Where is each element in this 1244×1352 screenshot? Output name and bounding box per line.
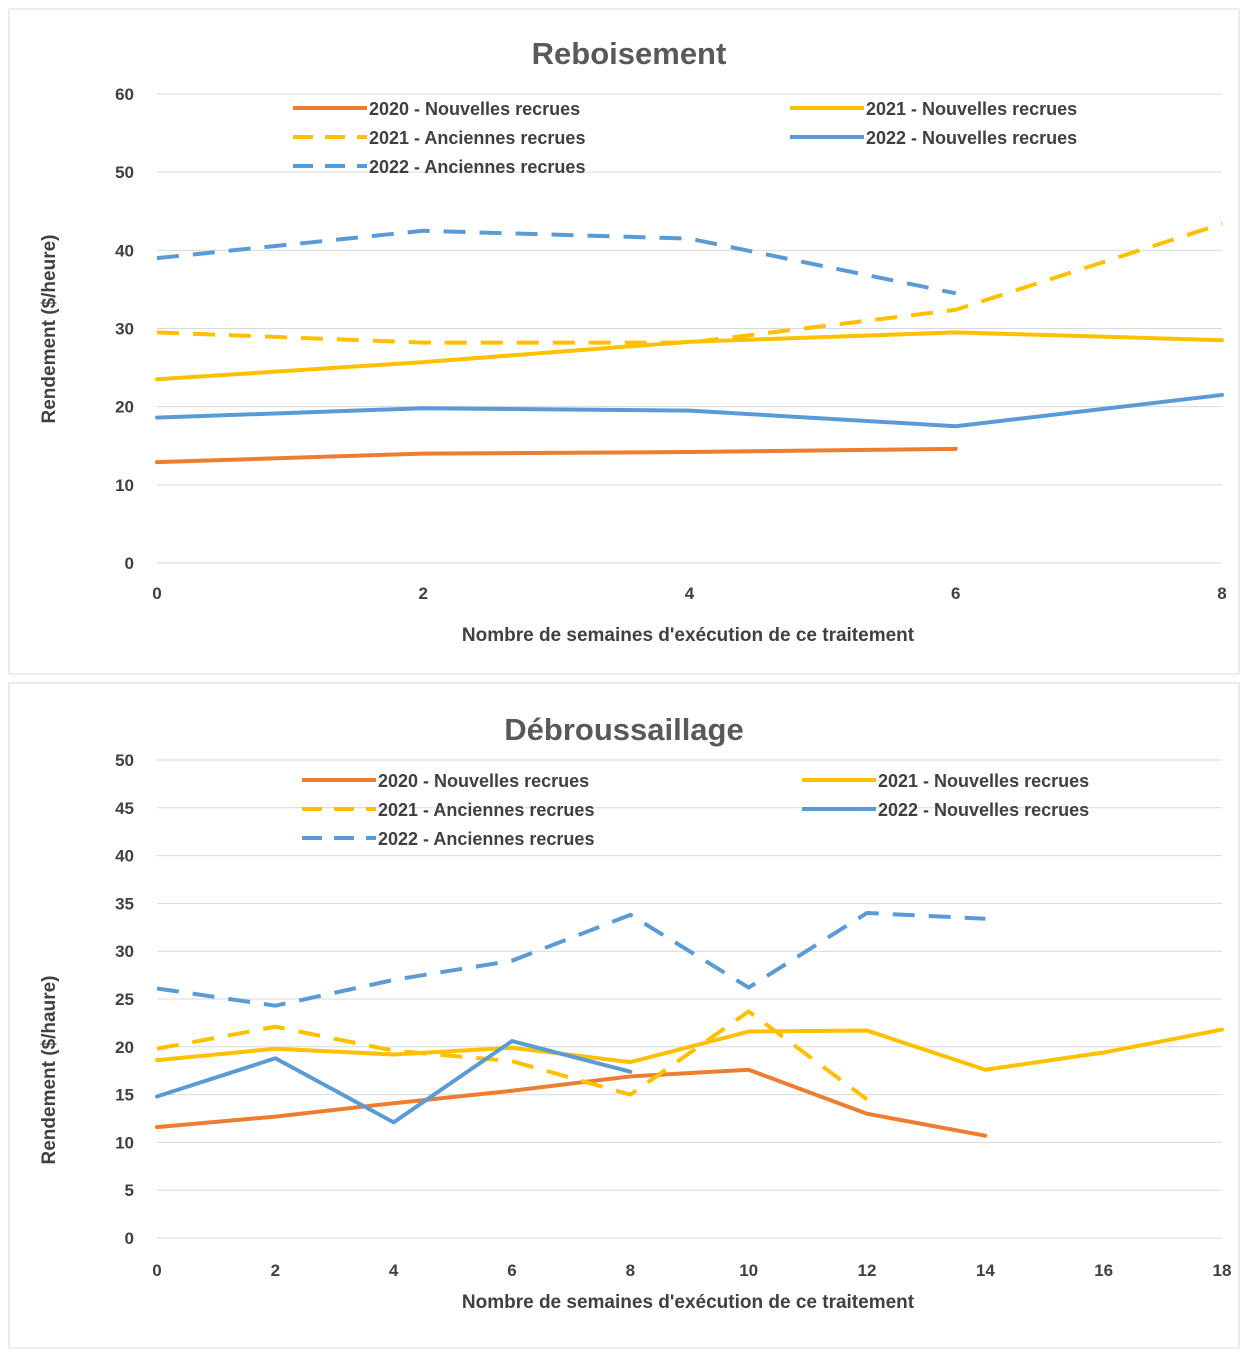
y-tick-label: 15: [115, 1086, 134, 1105]
y-tick-label: 10: [115, 1133, 134, 1152]
legend-label: 2022 - Anciennes recrues: [378, 829, 594, 849]
y-tick-label: 50: [115, 751, 134, 770]
series-line: [155, 446, 958, 465]
chart-debroussaillage-svg: Débroussaillage 0 5 10 15 20 25 30 35 40 45 50 0 2 4…: [8, 682, 1240, 1349]
legend-label: 2021 - Anciennes recrues: [378, 800, 594, 820]
x-tick-label: 8: [626, 1261, 635, 1280]
x-tick-label: 4: [389, 1261, 399, 1280]
y-tick-label: 25: [115, 990, 134, 1009]
legend: 2020 - Nouvelles recrues 2021 - Nouvelles…: [293, 99, 1077, 177]
chart-reboisement-svg: Reboisement 0 10 20 30 40 50 60 0 2 4 6 8 2020 - N…: [8, 8, 1240, 675]
x-axis-label: Nombre de semaines d'exécution de ce tra…: [462, 625, 915, 646]
x-tick-label: 2: [271, 1261, 280, 1280]
legend-label: 2022 - Nouvelles recrues: [866, 128, 1077, 148]
series-line: [155, 1039, 633, 1125]
series-line: [155, 1067, 988, 1138]
series-lines: [155, 910, 1224, 1138]
x-tick-label: 0: [152, 584, 161, 603]
y-tick-label: 10: [115, 476, 134, 495]
chart-debroussaillage: Débroussaillage 0 5 10 15 20 25 30 35 40 45 50 0 2 4…: [0, 678, 1244, 1352]
series-lines: [155, 221, 1224, 465]
x-tick-label: 4: [685, 584, 695, 603]
series-line: [156, 228, 957, 296]
y-axis-label: Rendement ($/haure): [39, 976, 60, 1165]
x-tick-label: 10: [739, 1261, 758, 1280]
chart-border: [8, 682, 1240, 1349]
legend-label: 2021 - Nouvelles recrues: [866, 99, 1077, 119]
legend-label: 2020 - Nouvelles recrues: [369, 99, 580, 119]
chart-title: Reboisement: [532, 36, 727, 71]
y-tick-labels: 0 5 10 15 20 25 30 35 40 45 50: [115, 751, 134, 1248]
y-tick-labels: 0 10 20 30 40 50 60: [115, 85, 134, 573]
y-tick-label: 30: [115, 320, 134, 339]
series-line: [155, 330, 1224, 382]
x-tick-label: 6: [951, 584, 960, 603]
x-tick-label: 6: [507, 1261, 516, 1280]
legend-label: 2021 - Nouvelles recrues: [878, 771, 1089, 791]
x-tick-label: 12: [858, 1261, 877, 1280]
chart-reboisement: Reboisement 0 10 20 30 40 50 60 0 2 4 6 8 2020 - N…: [8, 8, 1240, 675]
x-tick-label: 18: [1213, 1261, 1232, 1280]
y-tick-label: 50: [115, 163, 134, 182]
x-tick-label: 0: [152, 1261, 161, 1280]
legend: 2020 - Nouvelles recrues 2021 - Nouvelles…: [302, 771, 1089, 849]
y-tick-label: 30: [115, 942, 134, 961]
x-tick-label: 2: [419, 584, 428, 603]
x-tick-label: 8: [1217, 584, 1226, 603]
x-tick-label: 16: [1094, 1261, 1113, 1280]
series-line: [155, 1027, 1224, 1072]
x-tick-label: 14: [976, 1261, 995, 1280]
y-tick-label: 45: [115, 799, 134, 818]
grid-lines: [157, 93, 1222, 564]
y-axis-label: Rendement ($/heure): [39, 235, 60, 424]
legend-label: 2020 - Nouvelles recrues: [378, 771, 589, 791]
x-tick-labels: 0 2 4 6 8 10 12 14 16 18: [152, 1261, 1231, 1280]
y-tick-label: 5: [125, 1181, 134, 1200]
y-tick-label: 20: [115, 398, 134, 417]
y-tick-label: 40: [115, 241, 134, 260]
legend-label: 2021 - Anciennes recrues: [369, 128, 585, 148]
series-line: [156, 1009, 869, 1101]
x-axis-label: Nombre de semaines d'exécution de ce tra…: [462, 1292, 915, 1313]
x-tick-labels: 0 2 4 6 8: [152, 584, 1226, 603]
chart-title: Débroussaillage: [504, 712, 743, 747]
y-tick-label: 0: [125, 1229, 134, 1248]
y-tick-label: 40: [115, 847, 134, 866]
y-tick-label: 0: [125, 554, 134, 573]
series-line: [155, 392, 1224, 429]
y-tick-label: 35: [115, 894, 134, 913]
y-tick-label: 60: [115, 85, 134, 104]
legend-label: 2022 - Anciennes recrues: [369, 157, 585, 177]
legend-label: 2022 - Nouvelles recrues: [878, 800, 1089, 820]
y-tick-label: 20: [115, 1038, 134, 1057]
